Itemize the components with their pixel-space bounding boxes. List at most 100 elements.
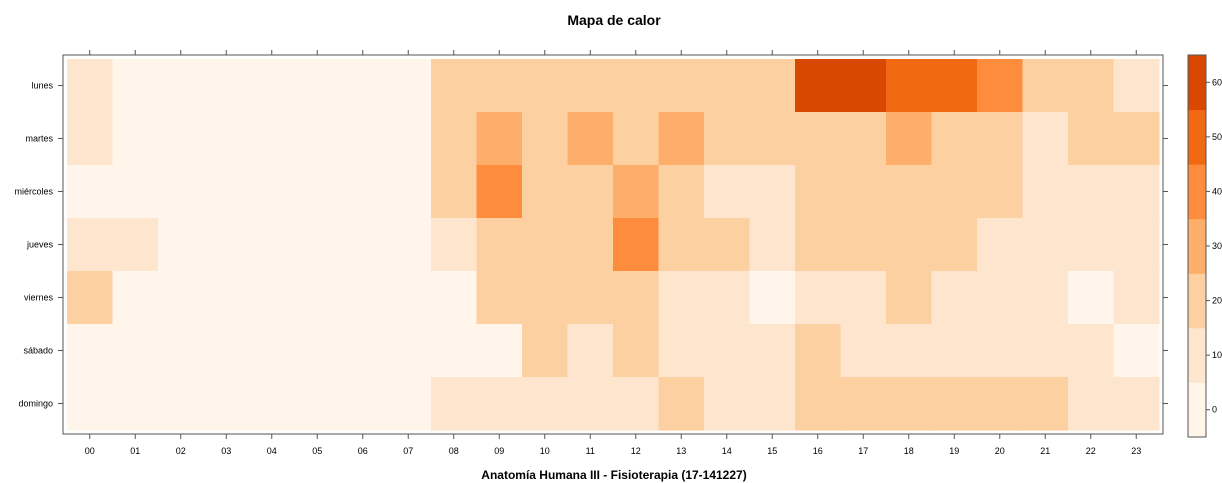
heatmap-cell	[203, 59, 250, 113]
heatmap-cell	[112, 271, 159, 325]
heatmap-cell	[249, 218, 296, 272]
x-tick-label: 15	[767, 446, 777, 456]
colorbar-swatch	[1188, 327, 1206, 383]
heatmap-cell	[658, 271, 705, 325]
x-tick-label: 01	[130, 446, 140, 456]
heatmap-cell	[385, 112, 432, 166]
x-tick-label: 05	[312, 446, 322, 456]
heatmap-cell	[294, 271, 341, 325]
heatmap-cell	[476, 377, 523, 431]
heatmap-cell	[977, 218, 1024, 272]
heatmap-cell	[522, 59, 569, 113]
heatmap-cell	[294, 324, 341, 378]
heatmap-cell	[749, 112, 796, 166]
heatmap-cell	[522, 377, 569, 431]
heatmap-cell	[1022, 377, 1069, 431]
heatmap-cell	[658, 324, 705, 378]
heatmap-cell	[158, 271, 205, 325]
heatmap-cell	[385, 59, 432, 113]
heatmap-cell	[1113, 165, 1160, 219]
heatmap-cell	[1113, 112, 1160, 166]
x-axis-label: Anatomía Humana III - Fisioterapia (17-1…	[481, 468, 746, 482]
heatmap-cell	[567, 165, 614, 219]
heatmap-cell	[1113, 324, 1160, 378]
heatmap-cell	[476, 165, 523, 219]
heatmap-cell	[476, 59, 523, 113]
heatmap-cell	[340, 59, 387, 113]
colorbar-tick-label: 60	[1212, 77, 1222, 87]
heatmap-cell	[749, 218, 796, 272]
colorbar-legend: 0 10 20 30 40 50 60	[1187, 54, 1222, 438]
heatmap-cell	[249, 271, 296, 325]
x-tick-label: 08	[449, 446, 459, 456]
heatmap-cell	[112, 218, 159, 272]
heatmap-cell	[294, 165, 341, 219]
heatmap-cell	[203, 271, 250, 325]
heatmap-cell	[567, 218, 614, 272]
heatmap-cell	[340, 377, 387, 431]
heatmap-cell	[931, 271, 978, 325]
x-tick-label: 12	[631, 446, 641, 456]
x-tick-label: 02	[176, 446, 186, 456]
heatmap-cell	[1022, 271, 1069, 325]
heatmap-cell	[704, 324, 751, 378]
heatmap-cell	[704, 59, 751, 113]
heatmap-cell	[795, 59, 842, 113]
x-tick-label: 07	[403, 446, 413, 456]
heatmap-cell	[931, 377, 978, 431]
heatmap-cell	[67, 377, 114, 431]
heatmap-cell	[522, 271, 569, 325]
x-tick-label: 00	[85, 446, 95, 456]
colorbar-tick-label: 50	[1212, 132, 1222, 142]
heatmap-cell	[1113, 218, 1160, 272]
heatmap-cell	[340, 112, 387, 166]
heatmap-cell	[658, 112, 705, 166]
x-tick-label: 19	[949, 446, 959, 456]
chart-title: Mapa de calor	[567, 12, 661, 28]
heatmap-cell	[977, 377, 1024, 431]
heatmap-cell	[886, 271, 933, 325]
heatmap-cell	[886, 218, 933, 272]
x-axis: 00 01 02 03 04 05 06 07 08 09 10 11 12 13 14 15 16 17 18 19…	[85, 50, 1141, 456]
colorbar-tick-label: 20	[1212, 296, 1222, 306]
heatmap-cell	[795, 271, 842, 325]
heatmap-cell	[522, 165, 569, 219]
heatmap-cell	[704, 218, 751, 272]
heatmap-cell	[476, 271, 523, 325]
x-tick-label: 11	[586, 446, 595, 456]
y-tick-label: viernes	[24, 293, 54, 303]
heatmap-cell	[749, 59, 796, 113]
heatmap-cell	[112, 112, 159, 166]
heatmap-cell	[431, 165, 478, 219]
heatmap-cell	[613, 324, 660, 378]
x-tick-label: 21	[1040, 446, 1050, 456]
x-tick-label: 17	[858, 446, 868, 456]
heatmap-cell	[1068, 218, 1115, 272]
heatmap-cell	[67, 112, 114, 166]
heatmap-cell	[613, 271, 660, 325]
heatmap-cell	[567, 112, 614, 166]
heatmap-cell	[431, 112, 478, 166]
heatmap-cell	[1022, 112, 1069, 166]
heatmap-cell	[1068, 112, 1115, 166]
heatmap-cell	[1022, 59, 1069, 113]
y-tick-label: lunes	[31, 81, 53, 91]
heatmap-cell	[704, 165, 751, 219]
y-axis: lunes martes miércoles jueves viernes sábado d…	[14, 81, 1168, 409]
heatmap-cell	[795, 218, 842, 272]
heatmap-cell	[795, 324, 842, 378]
heatmap-cell	[749, 377, 796, 431]
heatmap-cell	[613, 59, 660, 113]
colorbar-tick-label: 0	[1212, 405, 1217, 415]
heatmap-cell	[567, 59, 614, 113]
heatmap-cell	[840, 271, 887, 325]
heatmap-cell	[158, 377, 205, 431]
heatmap-cell	[431, 59, 478, 113]
heatmap-cell	[203, 218, 250, 272]
y-tick-label: miércoles	[14, 187, 53, 197]
heatmap-cell	[931, 324, 978, 378]
heatmap-cell	[840, 165, 887, 219]
heatmap-cell	[476, 324, 523, 378]
heatmap-cell	[249, 112, 296, 166]
x-tick-label: 14	[722, 446, 732, 456]
